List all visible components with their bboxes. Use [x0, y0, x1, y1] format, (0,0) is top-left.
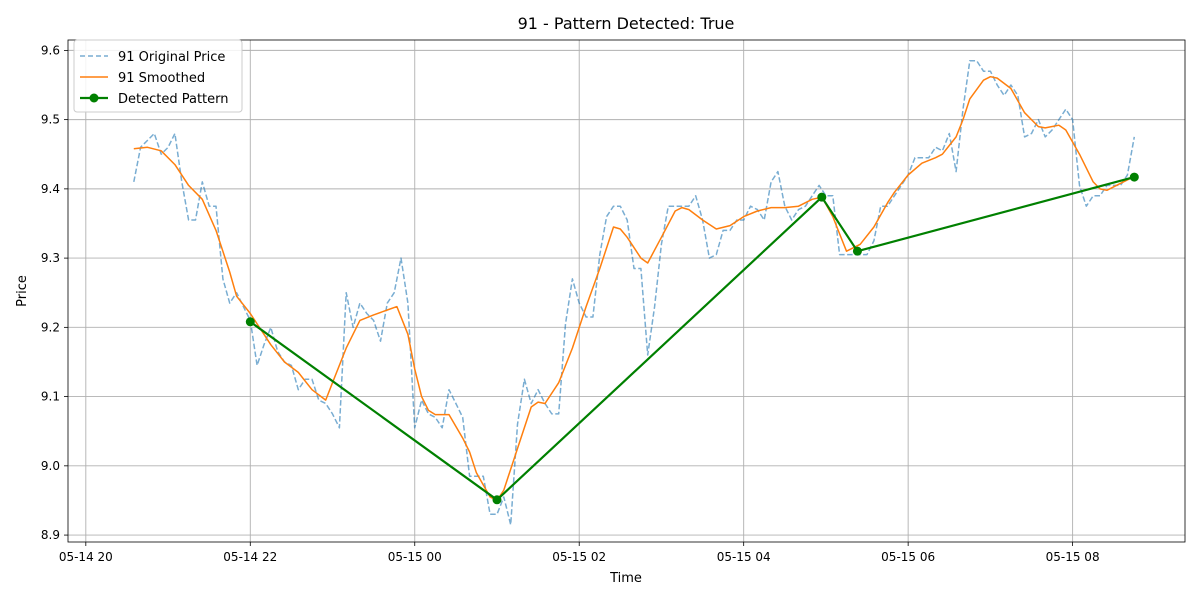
chart-title: 91 - Pattern Detected: True [518, 14, 735, 33]
series-line-original-price [133, 60, 1136, 526]
x-tick-label: 05-14 22 [223, 550, 277, 564]
y-tick-label: 9.4 [41, 182, 60, 196]
x-tick-label: 05-15 08 [1046, 550, 1100, 564]
y-tick-label: 8.9 [41, 528, 60, 542]
y-tick-label: 9.2 [41, 320, 60, 334]
legend-box [73, 39, 243, 113]
pattern-point-marker [492, 495, 502, 505]
pattern-point-marker [245, 317, 255, 327]
y-tick-label: 9.5 [41, 113, 60, 127]
y-tick-label: 9.1 [41, 390, 60, 404]
x-tick-label: 05-15 00 [388, 550, 442, 564]
pattern-point-marker [1129, 172, 1139, 182]
legend: 91 Original Price 91 Smoothed Detected P… [73, 39, 243, 113]
legend-pattern-marker [89, 93, 99, 103]
legend-smoothed-label: 91 Smoothed [118, 71, 205, 86]
legend-pattern-label: Detected Pattern [118, 92, 229, 107]
legend-original-label: 91 Original Price [118, 50, 225, 65]
grid-lines [68, 40, 1185, 542]
y-axis-label: Price [15, 275, 30, 307]
x-tick-label: 05-14 20 [59, 550, 113, 564]
x-tick-label: 05-15 02 [552, 550, 606, 564]
x-axis-label: Time [609, 571, 642, 586]
axis-ticks: 05-14 20 05-14 22 05-15 00 05-15 02 05-15 04… [41, 43, 1100, 564]
y-tick-label: 9.0 [41, 459, 60, 473]
pattern-point-marker [817, 192, 827, 202]
y-tick-label: 9.3 [41, 251, 60, 265]
series-layer [133, 60, 1139, 526]
series-line-smoothed [133, 75, 1135, 502]
y-tick-label: 9.6 [41, 43, 60, 57]
plot-frame [67, 39, 1186, 543]
pattern-point-marker [852, 246, 862, 256]
x-tick-label: 05-15 06 [881, 550, 935, 564]
x-tick-label: 05-15 04 [717, 550, 771, 564]
